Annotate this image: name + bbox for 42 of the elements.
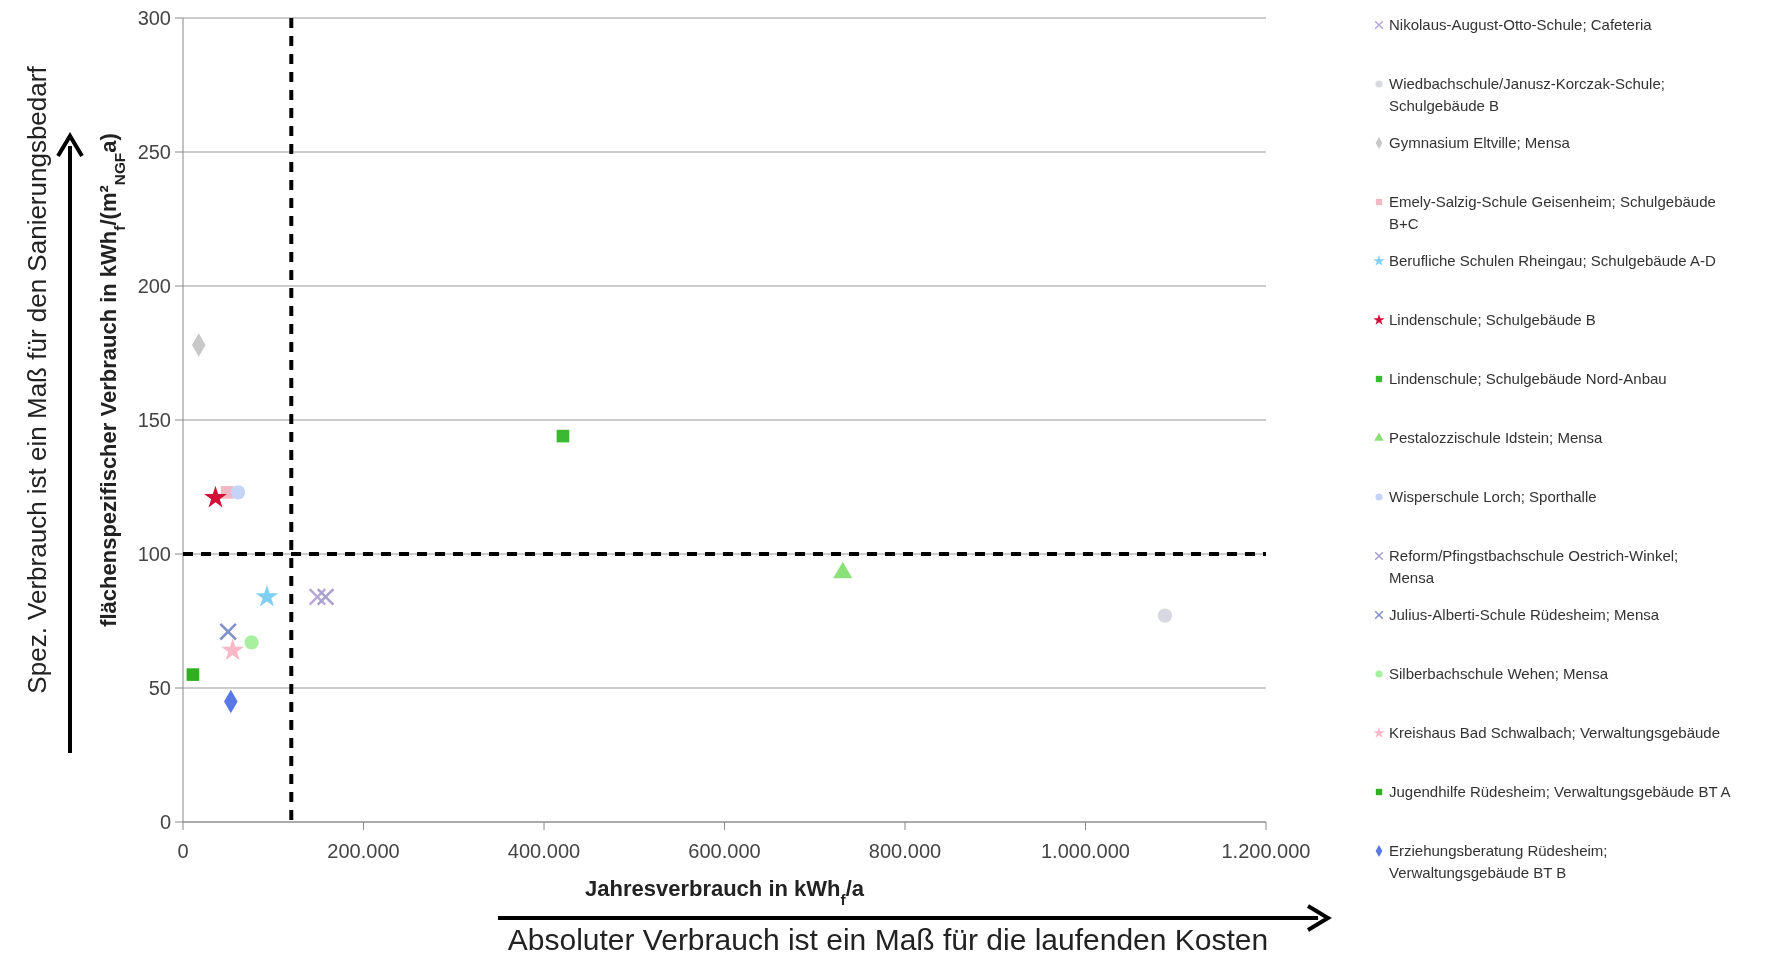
legend-label: Wisperschule Lorch; Sporthalle [1389,488,1597,505]
legend-label: Pestalozzischule Idstein; Mensa [1389,429,1604,446]
point [255,584,279,607]
point [1157,608,1173,623]
x-tick-label: 200.000 [327,840,400,862]
legend-label: Reform/Pfingstbachschule Oestrich-Winkel; Mensa [1389,547,1679,586]
legend-label: Nikolaus-August-Otto-Schule; Cafeteria [1389,16,1653,33]
point [316,587,335,606]
y-tick-label: 50 [148,677,171,699]
point [221,638,244,661]
legend-label: Lindenschule; Schulgebäude Nord-Anbau [1389,370,1667,387]
y-tick-label: 100 [137,543,171,565]
legend-label: Gymnasium Eltville; Mensa [1389,134,1571,151]
x-tick-label: 1.000.000 [1041,840,1130,862]
legend-label: Jugendhilfe Rüdesheim; Verwaltungsgebäude BT A [1389,783,1731,800]
point [204,485,227,508]
point [244,635,259,650]
x-tick-label: 600.000 [688,840,761,862]
legend-label: Emely-Salzig-Schule Geisenheim; Schulgebäude B+C [1389,193,1716,232]
x-tick-label: 1.200.000 [1221,840,1311,862]
legend-label: Lindenschule; Schulgebäude B [1389,311,1596,328]
point [219,622,238,641]
point [186,668,200,681]
point [230,485,246,500]
x-tick-label: 400.000 [507,840,581,862]
text: Spez. Verbrauch ist ein Maß für den Sanierungsbedarf [22,65,52,694]
x-tick-label: 800.000 [868,840,942,862]
legend-label: Wiedbachschule/Janusz-Korczak-Schule; Schulgebäude B [1389,75,1665,114]
legend-label: Berufliche Schulen Rheingau; Schulgebäude A-D [1389,252,1717,269]
y-tick-label: 200 [137,275,171,297]
legend-label: Kreishaus Bad Schwalbach; Verwaltungsgebäude [1389,724,1721,741]
y-tick-label: 300 [137,7,171,29]
point [556,429,570,443]
y-tick-label: 150 [137,409,171,431]
x-axis-title: Jahresverbrauch in kWh$_{f}$/a [584,876,865,908]
legend-label: Erziehungsberatung Rüdesheim; Verwaltungsgebäude BT B [1389,842,1608,881]
y-tick-label: 250 [137,141,171,163]
text: Absoluter Verbrauch ist ein Maß für die laufenden Kosten [507,923,1269,956]
legend-label: Julius-Alberti-Schule Rüdesheim; Mensa [1389,606,1660,623]
x-tick-label: 0 [177,840,189,862]
legend-label: Silberbachschule Wehen; Mensa [1389,665,1609,682]
y-tick-label: 0 [159,811,171,833]
